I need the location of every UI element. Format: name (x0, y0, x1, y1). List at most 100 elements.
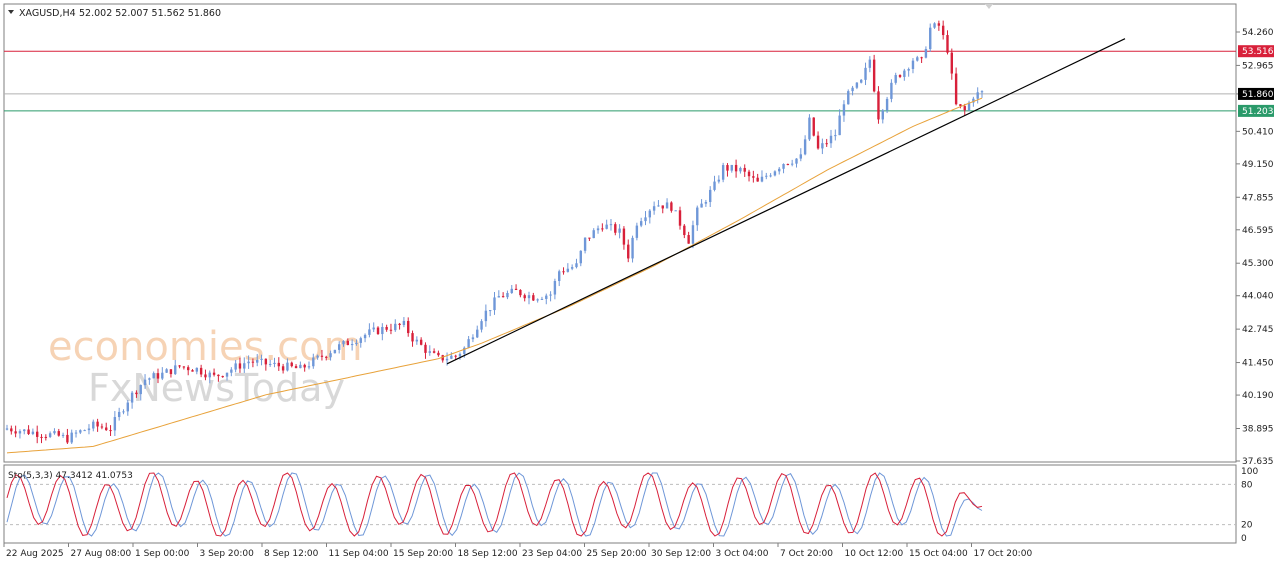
candle (363, 333, 367, 343)
time-axis-label: 15 Oct 04:00 (909, 549, 968, 559)
time-axis-label: 7 Oct 20:00 (780, 549, 833, 559)
candle (476, 325, 479, 339)
candle (916, 55, 919, 62)
candle (484, 304, 488, 327)
candle (126, 400, 129, 416)
candle (66, 428, 69, 445)
candle (178, 365, 181, 369)
candle (122, 409, 125, 415)
time-axis-label: 10 Oct 12:00 (845, 549, 904, 559)
support-price-label: 51.203 (1242, 107, 1274, 117)
stochastic-label: Sto(5,3,3) 47.3412 41.0753 (8, 471, 133, 481)
candle (614, 222, 617, 236)
candle (432, 348, 436, 354)
candle (402, 317, 406, 328)
candle (890, 79, 893, 103)
candle (665, 198, 669, 209)
candle (139, 384, 142, 401)
candle (14, 425, 17, 438)
candle (113, 411, 117, 436)
candle (40, 434, 43, 444)
trend-line (446, 38, 1126, 365)
symbol-title: XAGUSD,H4 (19, 8, 76, 19)
price-levels (4, 50, 1236, 112)
candle (389, 323, 393, 335)
candle (148, 377, 151, 385)
candle (355, 339, 358, 346)
candle (5, 424, 9, 431)
candle (44, 434, 48, 441)
candle (838, 109, 841, 136)
price-axis-label: 40.190 (1242, 391, 1274, 401)
resistance-price-tag: 53.516 (1238, 45, 1274, 58)
candle (161, 367, 164, 381)
candle (570, 264, 574, 271)
candle (661, 205, 664, 214)
candle (721, 162, 725, 183)
candle (523, 293, 526, 302)
candle (894, 72, 897, 85)
candle (381, 323, 384, 341)
candle (450, 352, 453, 360)
candle (558, 269, 561, 287)
price-axis-label: 50.410 (1242, 127, 1274, 137)
candle (816, 131, 820, 150)
candle (368, 323, 371, 338)
candle (376, 326, 380, 335)
candle (294, 364, 298, 369)
candle (726, 163, 729, 177)
candle (329, 350, 332, 361)
time-axis-label: 23 Sep 04:00 (522, 549, 582, 559)
candle (256, 354, 259, 367)
candle (747, 169, 751, 182)
candle (592, 228, 595, 239)
candle (424, 342, 427, 359)
stochastic-main-line (6, 472, 983, 537)
candle (782, 163, 785, 174)
candle (601, 223, 604, 232)
candle (834, 129, 837, 141)
time-axis-label: 11 Sep 04:00 (329, 549, 389, 559)
candle (268, 359, 272, 367)
time-axis-label: 27 Aug 08:00 (71, 549, 132, 559)
candle (635, 222, 639, 241)
candle (87, 424, 91, 435)
candle (303, 363, 306, 372)
candle (333, 349, 337, 354)
candle (769, 173, 772, 178)
time-axis-label: 22 Aug 2025 (6, 549, 64, 559)
candle (950, 48, 954, 80)
candle (286, 358, 289, 372)
candle (773, 170, 777, 177)
candle (691, 220, 695, 249)
candle (191, 369, 194, 372)
candle (898, 74, 902, 79)
candle (398, 322, 401, 330)
candle (411, 330, 414, 347)
candle (920, 56, 923, 63)
candle (631, 235, 634, 263)
candle (480, 319, 483, 333)
candle (208, 370, 211, 384)
candle (23, 429, 26, 435)
candle (588, 237, 591, 241)
candle (234, 359, 237, 373)
watermark-fxnewstoday: FxNewsToday (88, 366, 345, 410)
candle (31, 428, 35, 436)
candle (627, 239, 630, 263)
candle (212, 368, 216, 377)
candle (359, 336, 362, 348)
candle (506, 290, 509, 300)
candle (385, 324, 388, 332)
candle (204, 369, 207, 381)
candle (350, 339, 354, 351)
candle (320, 349, 324, 361)
candle (135, 390, 138, 398)
candle (924, 46, 928, 59)
candle (980, 90, 984, 98)
candle (92, 419, 95, 432)
candle (549, 291, 552, 302)
candle (117, 407, 121, 421)
candle (316, 354, 319, 360)
collapse-triangle-icon[interactable] (8, 10, 14, 14)
